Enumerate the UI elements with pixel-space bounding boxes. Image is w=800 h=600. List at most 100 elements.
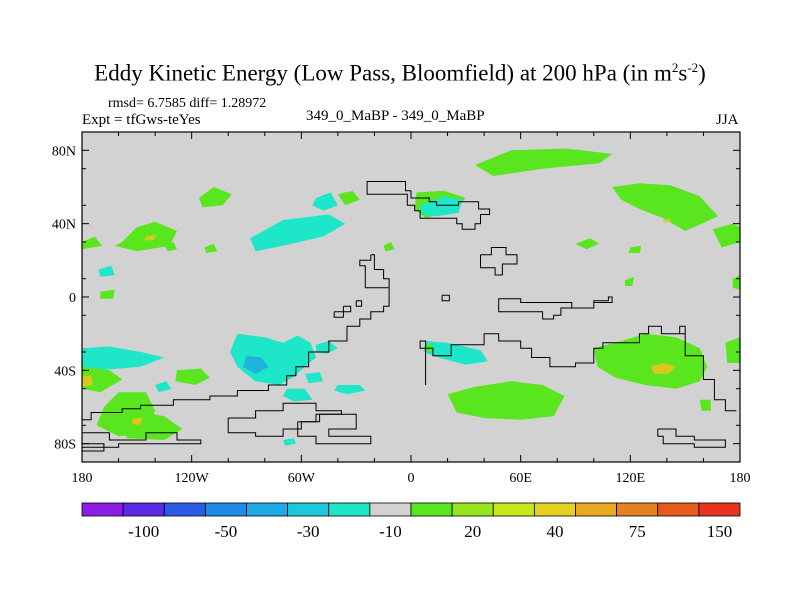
x-tick-label: 0 <box>408 471 415 486</box>
colorbar-swatch <box>698 502 741 517</box>
small-island <box>342 305 352 313</box>
teal-region <box>250 214 346 252</box>
green-region <box>712 223 740 248</box>
coastline-layer <box>82 181 737 452</box>
teal-region <box>423 341 488 365</box>
green-region <box>100 289 115 299</box>
green-region <box>199 187 232 208</box>
green-region <box>337 190 360 206</box>
colorbar-swatch <box>657 502 700 517</box>
colorbar-swatch <box>533 502 576 517</box>
green-region <box>383 242 395 252</box>
rmsd-diff-label: rmsd= 6.7585 diff= 1.28972 <box>108 96 267 111</box>
green-region <box>447 381 565 420</box>
teal-region <box>316 341 338 354</box>
axis-ticks: 180 120W 60W 0 60E 120E 180 80N 40N 0 40S 80S <box>52 131 751 486</box>
chart-title: Eddy Kinetic Energy (Low Pass, Bloomfiel… <box>0 60 800 87</box>
teal-region <box>312 192 338 211</box>
y-tick-label: 80S <box>54 438 76 453</box>
colorbar-swatch <box>204 502 247 517</box>
green-region <box>628 245 642 253</box>
x-tick-label: 60E <box>509 471 532 486</box>
colorbar-swatch <box>369 502 412 517</box>
title-main: Eddy Kinetic Energy (Low Pass, Bloomfiel… <box>94 60 672 86</box>
colorbar-swatch <box>492 502 535 517</box>
teal-region <box>305 372 324 384</box>
green-region <box>699 399 711 411</box>
y-tick-label: 80N <box>52 144 76 159</box>
x-tick-label: 120W <box>175 471 210 486</box>
y-tick-label: 40S <box>54 364 76 379</box>
title-mid: s <box>678 60 688 86</box>
teal-region <box>230 333 316 385</box>
teal-region <box>420 196 463 217</box>
teal-region <box>82 346 165 371</box>
antarctica-coastline <box>657 428 726 448</box>
small-island <box>355 300 363 307</box>
teal-region <box>283 438 296 446</box>
teal-region <box>334 385 366 395</box>
y-tick-label: 0 <box>69 291 76 306</box>
colorbar-label: -100 <box>128 522 159 541</box>
antarctica-coastline <box>297 413 372 445</box>
green-region <box>593 333 708 389</box>
green-region <box>624 276 634 286</box>
x-tick-label: 180 <box>730 471 751 486</box>
green-region <box>164 242 177 252</box>
south-america-coastline <box>82 254 390 421</box>
orange-spot <box>82 375 93 387</box>
orange-spot <box>663 218 671 222</box>
green-region <box>575 238 600 250</box>
title-sup-2: -2 <box>687 60 699 75</box>
teal-region <box>98 265 115 277</box>
colorbar-swatch <box>246 502 289 517</box>
green-region <box>175 368 210 385</box>
green-region <box>612 183 719 231</box>
antarctica-coastline <box>82 443 105 452</box>
y-tick-label: 40N <box>52 218 76 233</box>
green-region <box>82 366 123 393</box>
africa-asia-coastline <box>498 296 613 320</box>
colorbar-swatch <box>287 502 330 517</box>
title-end: ) <box>698 60 706 86</box>
case-label: 349_0_MaBP - 349_0_MaBP <box>306 108 485 124</box>
green-region <box>204 243 218 253</box>
title-sup-1: 2 <box>671 60 679 75</box>
colorbar: -100 -50 -30 -10 20 40 75 150 <box>81 502 741 541</box>
x-tick-label: 60W <box>288 471 316 486</box>
green-region <box>82 236 103 250</box>
green-region <box>725 337 740 363</box>
colorbar-label: -30 <box>297 522 320 541</box>
teal-region <box>155 381 172 393</box>
plot-background <box>82 132 740 462</box>
colorbar-label: 75 <box>629 522 646 541</box>
season-label: JJA <box>716 112 739 128</box>
x-tick-label: 120E <box>616 471 646 486</box>
orange-spot <box>131 418 143 426</box>
colorbar-label: 40 <box>546 522 563 541</box>
colorbar-swatch <box>81 502 124 517</box>
africa-asia-coastline <box>419 325 737 412</box>
colorbar-swatch <box>328 502 371 517</box>
colorbar-label: 150 <box>707 522 733 541</box>
antarctica-coastline <box>82 432 202 448</box>
teal-region <box>283 388 313 402</box>
colorbar-label: -50 <box>215 522 238 541</box>
south-america-coastline-east <box>370 254 390 288</box>
small-island <box>441 294 450 302</box>
orange-spot <box>650 363 676 374</box>
colorbar-swatch <box>122 502 165 517</box>
colorbar-label: 20 <box>464 522 481 541</box>
colorbar-swatch <box>163 502 206 517</box>
colorbar-swatch <box>575 502 618 517</box>
small-island <box>333 311 344 318</box>
africa-asia-coastline <box>679 325 686 334</box>
colorbar-swatch <box>451 502 494 517</box>
green-region <box>114 221 177 252</box>
experiment-label: Expt = tfGws-teYes <box>82 112 201 128</box>
blue-core <box>242 355 269 374</box>
colorbar-swatch <box>616 502 659 517</box>
colorbar-swatch <box>410 502 453 517</box>
x-tick-label: 180 <box>72 471 93 486</box>
